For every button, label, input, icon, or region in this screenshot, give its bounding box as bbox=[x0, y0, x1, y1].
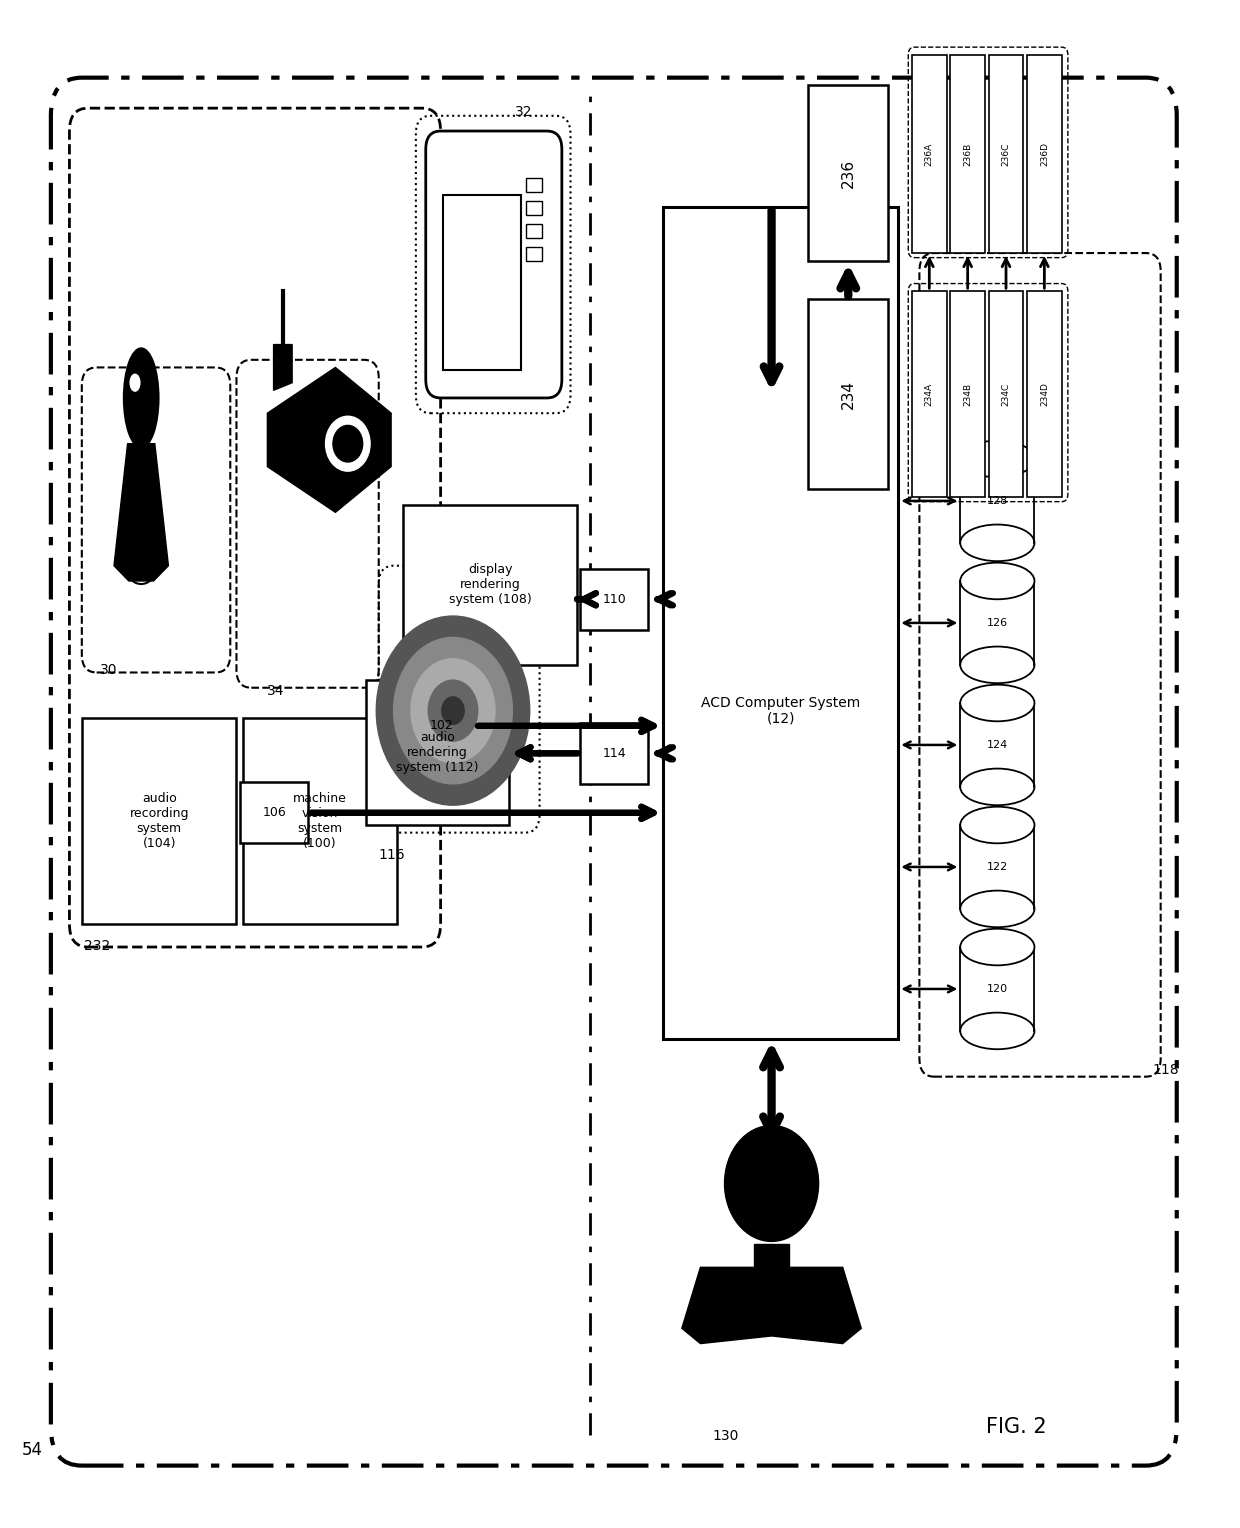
FancyBboxPatch shape bbox=[403, 504, 577, 665]
FancyBboxPatch shape bbox=[808, 86, 889, 261]
FancyBboxPatch shape bbox=[526, 248, 542, 261]
Text: 120: 120 bbox=[987, 984, 1008, 995]
Ellipse shape bbox=[124, 348, 159, 448]
Text: display
rendering
system (108): display rendering system (108) bbox=[449, 564, 532, 607]
Circle shape bbox=[428, 680, 477, 741]
Text: 102: 102 bbox=[429, 720, 453, 732]
FancyBboxPatch shape bbox=[988, 292, 1023, 497]
Ellipse shape bbox=[129, 373, 140, 391]
Ellipse shape bbox=[960, 524, 1034, 561]
Ellipse shape bbox=[960, 807, 1034, 843]
FancyBboxPatch shape bbox=[911, 55, 946, 254]
Text: 130: 130 bbox=[712, 1429, 738, 1442]
Text: 236B: 236B bbox=[963, 142, 972, 165]
FancyBboxPatch shape bbox=[950, 292, 985, 497]
Ellipse shape bbox=[960, 562, 1034, 599]
Text: 128: 128 bbox=[987, 497, 1008, 506]
Text: 238: 238 bbox=[800, 1274, 826, 1290]
Polygon shape bbox=[114, 443, 169, 581]
FancyBboxPatch shape bbox=[580, 568, 649, 630]
Polygon shape bbox=[268, 367, 391, 512]
Text: 30: 30 bbox=[100, 663, 118, 677]
Polygon shape bbox=[754, 1244, 790, 1267]
Ellipse shape bbox=[960, 685, 1034, 721]
Text: 234C: 234C bbox=[1002, 382, 1011, 406]
FancyBboxPatch shape bbox=[950, 55, 985, 254]
FancyBboxPatch shape bbox=[526, 179, 542, 193]
Polygon shape bbox=[682, 1267, 862, 1343]
Text: 114: 114 bbox=[603, 747, 626, 759]
Text: 54: 54 bbox=[22, 1441, 43, 1459]
FancyBboxPatch shape bbox=[988, 55, 1023, 254]
Text: machine
vision
system
(100): machine vision system (100) bbox=[293, 792, 347, 850]
Text: ACD Computer System
(12): ACD Computer System (12) bbox=[701, 695, 861, 726]
Ellipse shape bbox=[960, 1013, 1034, 1050]
Ellipse shape bbox=[960, 440, 1034, 477]
Circle shape bbox=[326, 416, 370, 471]
Ellipse shape bbox=[960, 891, 1034, 927]
FancyBboxPatch shape bbox=[407, 695, 475, 756]
Text: 116: 116 bbox=[378, 848, 405, 862]
Circle shape bbox=[441, 697, 464, 724]
Text: 32: 32 bbox=[515, 105, 532, 119]
Text: 118: 118 bbox=[1152, 1062, 1179, 1077]
Text: 232: 232 bbox=[84, 940, 110, 953]
Text: 34: 34 bbox=[268, 685, 285, 698]
FancyBboxPatch shape bbox=[1027, 292, 1061, 497]
Ellipse shape bbox=[960, 646, 1034, 683]
Text: 234: 234 bbox=[841, 379, 856, 408]
FancyBboxPatch shape bbox=[241, 782, 309, 843]
Text: 126: 126 bbox=[987, 617, 1008, 628]
Text: 110: 110 bbox=[603, 593, 626, 605]
FancyBboxPatch shape bbox=[663, 208, 898, 1039]
Text: 236A: 236A bbox=[925, 142, 934, 165]
FancyBboxPatch shape bbox=[911, 292, 946, 497]
FancyBboxPatch shape bbox=[425, 131, 562, 397]
FancyBboxPatch shape bbox=[443, 196, 521, 370]
Circle shape bbox=[410, 659, 495, 762]
Text: audio
rendering
system (112): audio rendering system (112) bbox=[397, 730, 479, 775]
Text: FIG. 2: FIG. 2 bbox=[986, 1418, 1047, 1438]
FancyBboxPatch shape bbox=[243, 718, 397, 924]
Text: 236C: 236C bbox=[1002, 142, 1011, 165]
Text: audio
recording
system
(104): audio recording system (104) bbox=[129, 792, 188, 850]
Circle shape bbox=[724, 1126, 818, 1241]
FancyBboxPatch shape bbox=[1027, 55, 1061, 254]
Ellipse shape bbox=[960, 769, 1034, 805]
Text: 124: 124 bbox=[987, 740, 1008, 750]
Text: 234D: 234D bbox=[1040, 382, 1049, 406]
FancyBboxPatch shape bbox=[526, 202, 542, 215]
FancyBboxPatch shape bbox=[808, 299, 889, 489]
Circle shape bbox=[376, 616, 529, 805]
FancyBboxPatch shape bbox=[366, 680, 508, 825]
Text: 234B: 234B bbox=[963, 382, 972, 406]
Polygon shape bbox=[274, 344, 293, 390]
Text: 122: 122 bbox=[987, 862, 1008, 872]
Circle shape bbox=[393, 637, 512, 784]
Text: 234A: 234A bbox=[925, 382, 934, 406]
FancyBboxPatch shape bbox=[526, 225, 542, 238]
Ellipse shape bbox=[960, 929, 1034, 966]
FancyBboxPatch shape bbox=[82, 718, 237, 924]
Text: 236: 236 bbox=[841, 159, 856, 188]
Text: 236D: 236D bbox=[1040, 142, 1049, 167]
Circle shape bbox=[334, 425, 362, 461]
FancyBboxPatch shape bbox=[580, 723, 649, 784]
Text: 106: 106 bbox=[263, 807, 286, 819]
